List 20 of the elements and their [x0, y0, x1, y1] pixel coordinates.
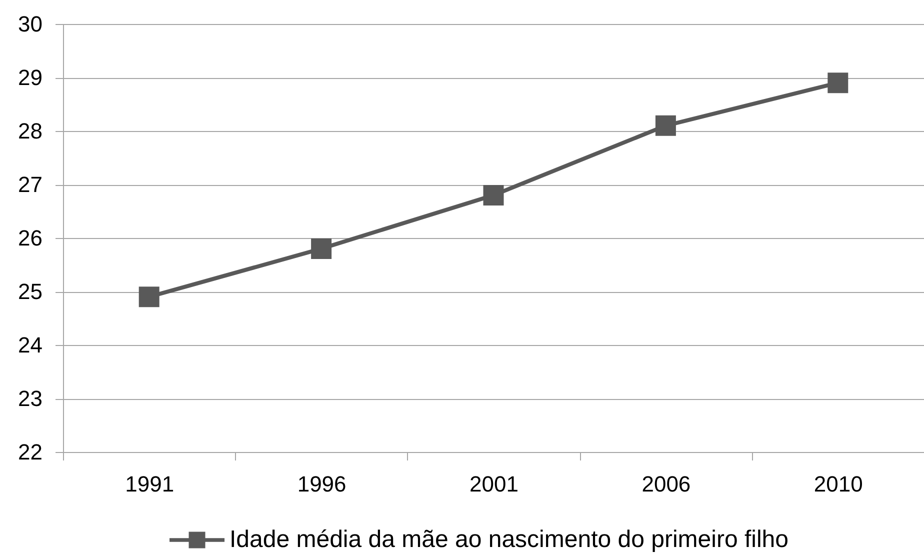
point — [138, 286, 160, 308]
x-tick-label: 2001 — [470, 472, 518, 496]
y-tick-label: 25 — [18, 279, 42, 304]
point — [828, 72, 848, 94]
x-tick-label: 1991 — [125, 472, 174, 496]
x-tick-label: 2006 — [642, 472, 691, 496]
point — [655, 115, 676, 136]
y-tick-label: 30 — [18, 12, 42, 36]
point — [483, 184, 504, 206]
x-tick-label: 2010 — [814, 472, 863, 496]
y-tick-label: 26 — [18, 226, 42, 250]
x-tick-label: 1996 — [297, 472, 346, 496]
y-tick-label: 24 — [18, 332, 42, 358]
y-tick-label: 27 — [18, 172, 42, 197]
y-tick-label: 28 — [18, 118, 42, 144]
y-tick-label: 29 — [18, 65, 42, 90]
point — [311, 238, 332, 259]
legend-label: Idade média da mãe ao nascimento do primeiro filho — [230, 526, 788, 553]
y-tick-label: 23 — [18, 386, 42, 411]
y-tick-label: 22 — [18, 440, 42, 464]
